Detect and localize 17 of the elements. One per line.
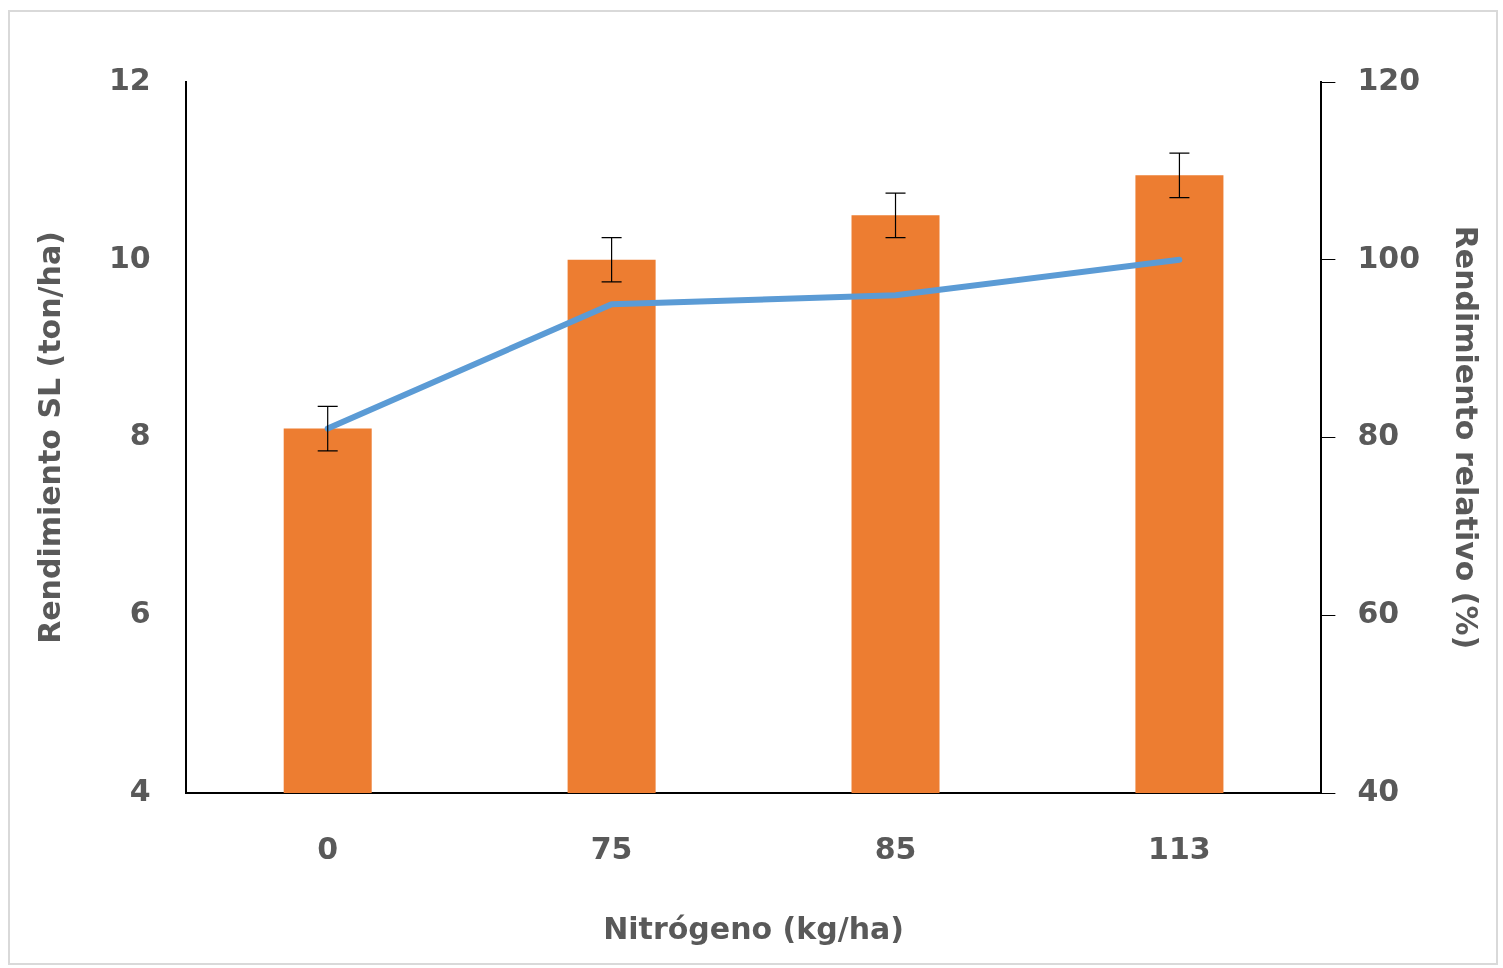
y-tick-label: 8 [129, 417, 151, 453]
y2-tick-label: 40 [1357, 772, 1400, 808]
y2-tick-label: 100 [1357, 239, 1420, 275]
y-axis-title: Rendimiento SL (ton/ha) [31, 231, 67, 644]
x-tick-label: 75 [590, 830, 633, 866]
x-axis-title: Nitrógeno (kg/ha) [603, 910, 904, 946]
y-tick-label: 6 [129, 595, 151, 631]
y2-tick-label: 80 [1357, 417, 1400, 453]
y-tick-label: 4 [129, 772, 151, 808]
y2-tick-label: 60 [1357, 595, 1400, 631]
y2-tick-label: 120 [1357, 61, 1420, 97]
y-tick-label: 12 [109, 61, 151, 97]
x-tick-label: 85 [874, 830, 917, 866]
y-tick-label: 10 [109, 239, 151, 275]
x-tick-label: 0 [317, 830, 339, 866]
x-tick-label: 113 [1148, 830, 1211, 866]
y2-axis-title: Rendimiento relativo (%) [1449, 225, 1485, 650]
